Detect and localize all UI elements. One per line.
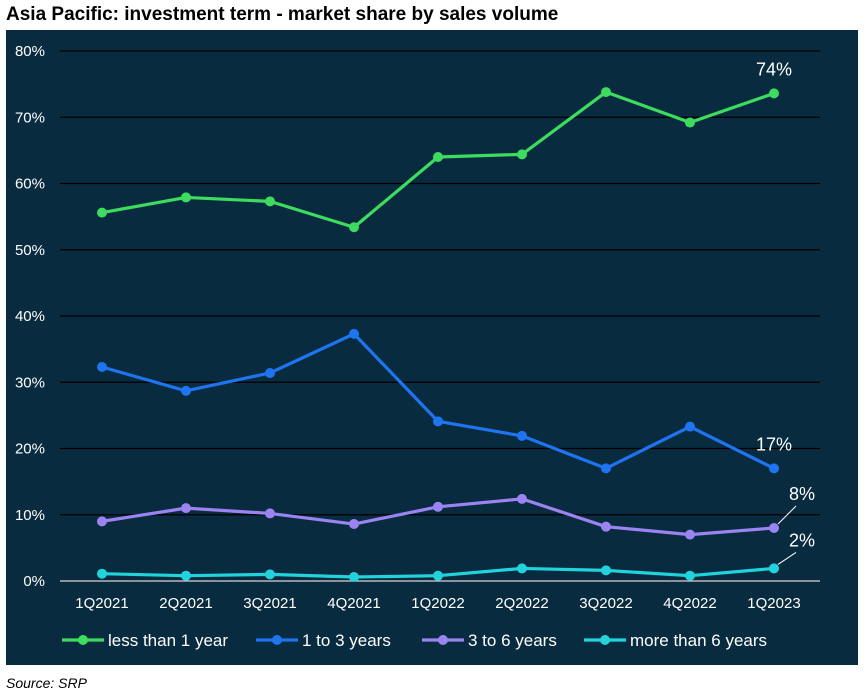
data-point [265, 569, 275, 580]
chart-title: Asia Pacific: investment term - market s… [6, 4, 559, 25]
data-point [517, 493, 527, 504]
data-point [433, 501, 443, 512]
data-point [97, 207, 107, 218]
y-tick-label: 40% [15, 308, 45, 325]
label-leader-line [777, 505, 797, 525]
chart-panel [6, 30, 858, 665]
data-point [769, 523, 779, 533]
x-tick-label: 2Q2022 [495, 595, 548, 612]
x-tick-label: 1Q2021 [75, 595, 128, 612]
data-point [265, 196, 275, 207]
data-point [433, 416, 443, 427]
data-point [517, 563, 527, 574]
legend-entry: 3 to 6 years [468, 631, 557, 650]
x-tick-label: 3Q2022 [579, 595, 632, 612]
data-point [97, 568, 107, 579]
data-point [349, 519, 359, 530]
data-point [517, 430, 527, 441]
data-point [517, 149, 527, 160]
data-point [601, 521, 611, 532]
y-tick-label: 70% [15, 109, 45, 126]
x-tick-label: 2Q2021 [159, 595, 212, 612]
y-tick-label: 10% [15, 507, 45, 524]
data-point [685, 570, 695, 581]
legend-entry: 1 to 3 years [302, 631, 391, 650]
y-tick-label: 50% [15, 242, 45, 259]
data-point [349, 328, 359, 339]
data-point [685, 421, 695, 432]
data-point [433, 570, 443, 581]
end-data-label: 2% [789, 530, 815, 550]
data-point [181, 503, 191, 514]
end-data-label: 8% [789, 484, 815, 504]
data-point [769, 463, 779, 474]
data-point [685, 117, 695, 128]
legend-entry: less than 1 year [108, 631, 228, 650]
source-note: Source: SRP [6, 675, 87, 691]
y-tick-label: 20% [15, 441, 45, 458]
data-point [265, 367, 275, 378]
data-point [769, 563, 779, 574]
data-point [601, 87, 611, 98]
legend-entry: more than 6 years [630, 631, 767, 650]
legend-swatch-marker [78, 635, 88, 645]
legend-swatch-marker [438, 635, 448, 645]
data-point [601, 463, 611, 474]
legend-swatch-marker [272, 635, 282, 645]
x-tick-label: 4Q2021 [327, 595, 380, 612]
x-tick-label: 4Q2022 [663, 595, 716, 612]
data-point [433, 152, 443, 162]
data-point [349, 222, 359, 233]
data-point [181, 192, 191, 203]
y-tick-label: 60% [15, 176, 45, 193]
y-tick-label: 30% [15, 374, 45, 391]
y-tick-label: 80% [15, 43, 45, 60]
legend-swatch-marker [600, 635, 610, 645]
data-point [349, 572, 359, 583]
end-data-label: 74% [756, 59, 792, 79]
data-point [97, 516, 107, 527]
data-point [685, 529, 695, 540]
data-point [97, 362, 107, 373]
data-point [769, 88, 779, 99]
x-tick-label: 3Q2021 [243, 595, 296, 612]
data-point [181, 385, 191, 396]
data-point [601, 565, 611, 576]
data-point [181, 570, 191, 581]
x-tick-label: 1Q2023 [747, 595, 800, 612]
label-leader-line [777, 551, 797, 565]
y-tick-label: 0% [23, 573, 45, 590]
end-data-label: 17% [756, 434, 792, 454]
x-tick-label: 1Q2022 [411, 595, 464, 612]
data-point [265, 508, 275, 519]
